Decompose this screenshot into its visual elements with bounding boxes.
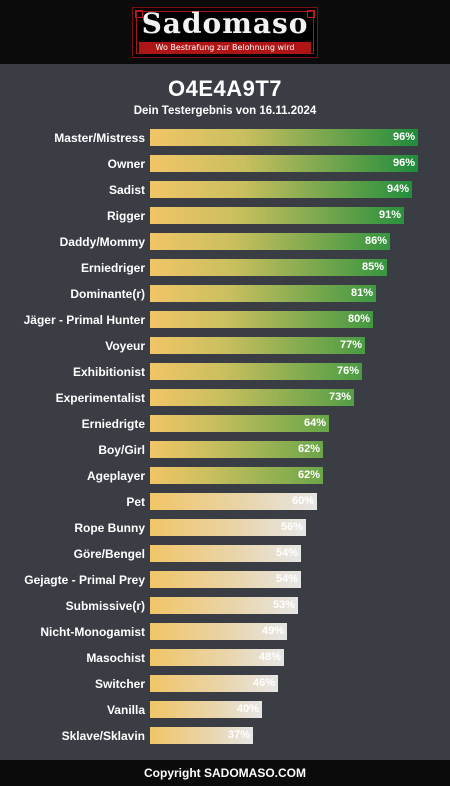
bar-value-rigger: 91% <box>378 209 401 221</box>
header-bar: Sadomaso Wo Bestrafung zur Belohnung wir… <box>0 0 450 64</box>
bar-value-rope-bunny: 56% <box>280 521 303 533</box>
bar-voyeur <box>150 337 365 354</box>
bar-value-dominante-r: 81% <box>350 287 373 299</box>
bar-value-vanilla: 40% <box>236 703 259 715</box>
bar-value-exhibitionist: 76% <box>336 365 359 377</box>
category-label-rigger: Rigger <box>106 209 145 223</box>
category-label-switcher: Switcher <box>94 677 145 691</box>
logo-wordmark: Sadomaso <box>141 7 309 40</box>
bar-daddy-mommy <box>150 233 390 250</box>
bar-value-boy-girl: 62% <box>297 443 320 455</box>
logo-tagline: Wo Bestrafung zur Belohnung wird <box>139 42 311 53</box>
bar-rigger <box>150 207 404 224</box>
category-label-erniedrigte: Erniedrigte <box>81 417 145 431</box>
bar-value-ageplayer: 62% <box>297 469 320 481</box>
bar-sadist <box>150 181 412 198</box>
bar-masochist <box>150 649 284 666</box>
bar-value-nicht-monogamist: 49% <box>261 625 284 637</box>
logo-corner-ornament <box>135 10 143 18</box>
category-label-exhibitionist: Exhibitionist <box>73 365 145 379</box>
category-label-experimentalist: Experimentalist <box>55 391 145 405</box>
bar-value-jäger-primal-hunter: 80% <box>347 313 370 325</box>
result-subtitle: Dein Testergebnis von 16.11.2024 <box>133 105 317 117</box>
category-label-boy-girl: Boy/Girl <box>98 443 145 457</box>
bar-value-sklave-sklavin: 37% <box>227 729 250 741</box>
site-logo[interactable]: Sadomaso Wo Bestrafung zur Belohnung wir… <box>132 7 318 58</box>
bar-value-sadist: 94% <box>386 183 409 195</box>
category-label-master-mistress: Master/Mistress <box>54 131 145 145</box>
bar-value-masochist: 48% <box>258 651 281 663</box>
bar-erniedrigte <box>150 415 329 432</box>
bar-erniedriger <box>150 259 387 276</box>
bar-value-owner: 96% <box>392 157 415 169</box>
category-label-sadist: Sadist <box>108 183 145 197</box>
bar-value-daddy-mommy: 86% <box>364 235 387 247</box>
bar-rope-bunny <box>150 519 306 536</box>
copyright-text: Copyright SADOMASO.COM <box>144 766 306 780</box>
result-id-title: O4E4A9T7 <box>167 76 283 101</box>
category-label-pet: Pet <box>126 495 145 509</box>
bar-ageplayer <box>150 467 323 484</box>
category-label-voyeur: Voyeur <box>105 339 145 353</box>
category-label-ageplayer: Ageplayer <box>86 469 145 483</box>
logo-frame <box>136 11 314 54</box>
bar-value-gejagte-primal-prey: 54% <box>275 573 298 585</box>
category-label-rope-bunny: Rope Bunny <box>74 521 145 535</box>
bar-nicht-monogamist <box>150 623 287 640</box>
category-label-erniedriger: Erniedriger <box>80 261 145 275</box>
bar-exhibitionist <box>150 363 362 380</box>
bar-switcher <box>150 675 278 692</box>
bar-value-switcher: 46% <box>252 677 275 689</box>
bar-value-erniedrigte: 64% <box>303 417 326 429</box>
bar-value-pet: 60% <box>291 495 314 507</box>
bar-owner <box>150 155 418 172</box>
bar-value-submissive-r: 53% <box>272 599 295 611</box>
footer-bar: Copyright SADOMASO.COM <box>0 760 450 786</box>
bar-dominante-r <box>150 285 376 302</box>
logo-corner-ornament <box>307 10 315 18</box>
category-label-gejagte-primal-prey: Gejagte - Primal Prey <box>24 573 145 587</box>
bar-boy-girl <box>150 441 323 458</box>
bar-pet <box>150 493 317 510</box>
bar-value-göre-bengel: 54% <box>275 547 298 559</box>
category-label-submissive-r: Submissive(r) <box>65 599 145 613</box>
bar-vanilla <box>150 701 262 718</box>
bar-submissive-r <box>150 597 298 614</box>
category-label-nicht-monogamist: Nicht-Monogamist <box>40 625 145 639</box>
bar-value-experimentalist: 73% <box>328 391 351 403</box>
bar-göre-bengel <box>150 545 301 562</box>
bar-jäger-primal-hunter <box>150 311 373 328</box>
category-label-jäger-primal-hunter: Jäger - Primal Hunter <box>23 313 145 327</box>
bar-experimentalist <box>150 389 354 406</box>
category-label-owner: Owner <box>107 157 145 171</box>
bar-value-erniedriger: 85% <box>361 261 384 273</box>
bar-gejagte-primal-prey <box>150 571 301 588</box>
result-bar-chart: Master/Mistress 96% Owner 96% Sadist 94% Rigge… <box>0 125 450 750</box>
category-label-vanilla: Vanilla <box>106 703 145 717</box>
bar-value-master-mistress: 96% <box>392 131 415 143</box>
category-label-masochist: Masochist <box>86 651 145 665</box>
bar-master-mistress <box>150 129 418 146</box>
category-label-daddy-mommy: Daddy/Mommy <box>59 235 145 249</box>
category-label-sklave-sklavin: Sklave/Sklavin <box>61 729 145 743</box>
bar-value-voyeur: 77% <box>339 339 362 351</box>
category-label-göre-bengel: Göre/Bengel <box>73 547 145 561</box>
category-label-dominante-r: Dominante(r) <box>70 287 145 301</box>
bar-sklave-sklavin <box>150 727 253 744</box>
